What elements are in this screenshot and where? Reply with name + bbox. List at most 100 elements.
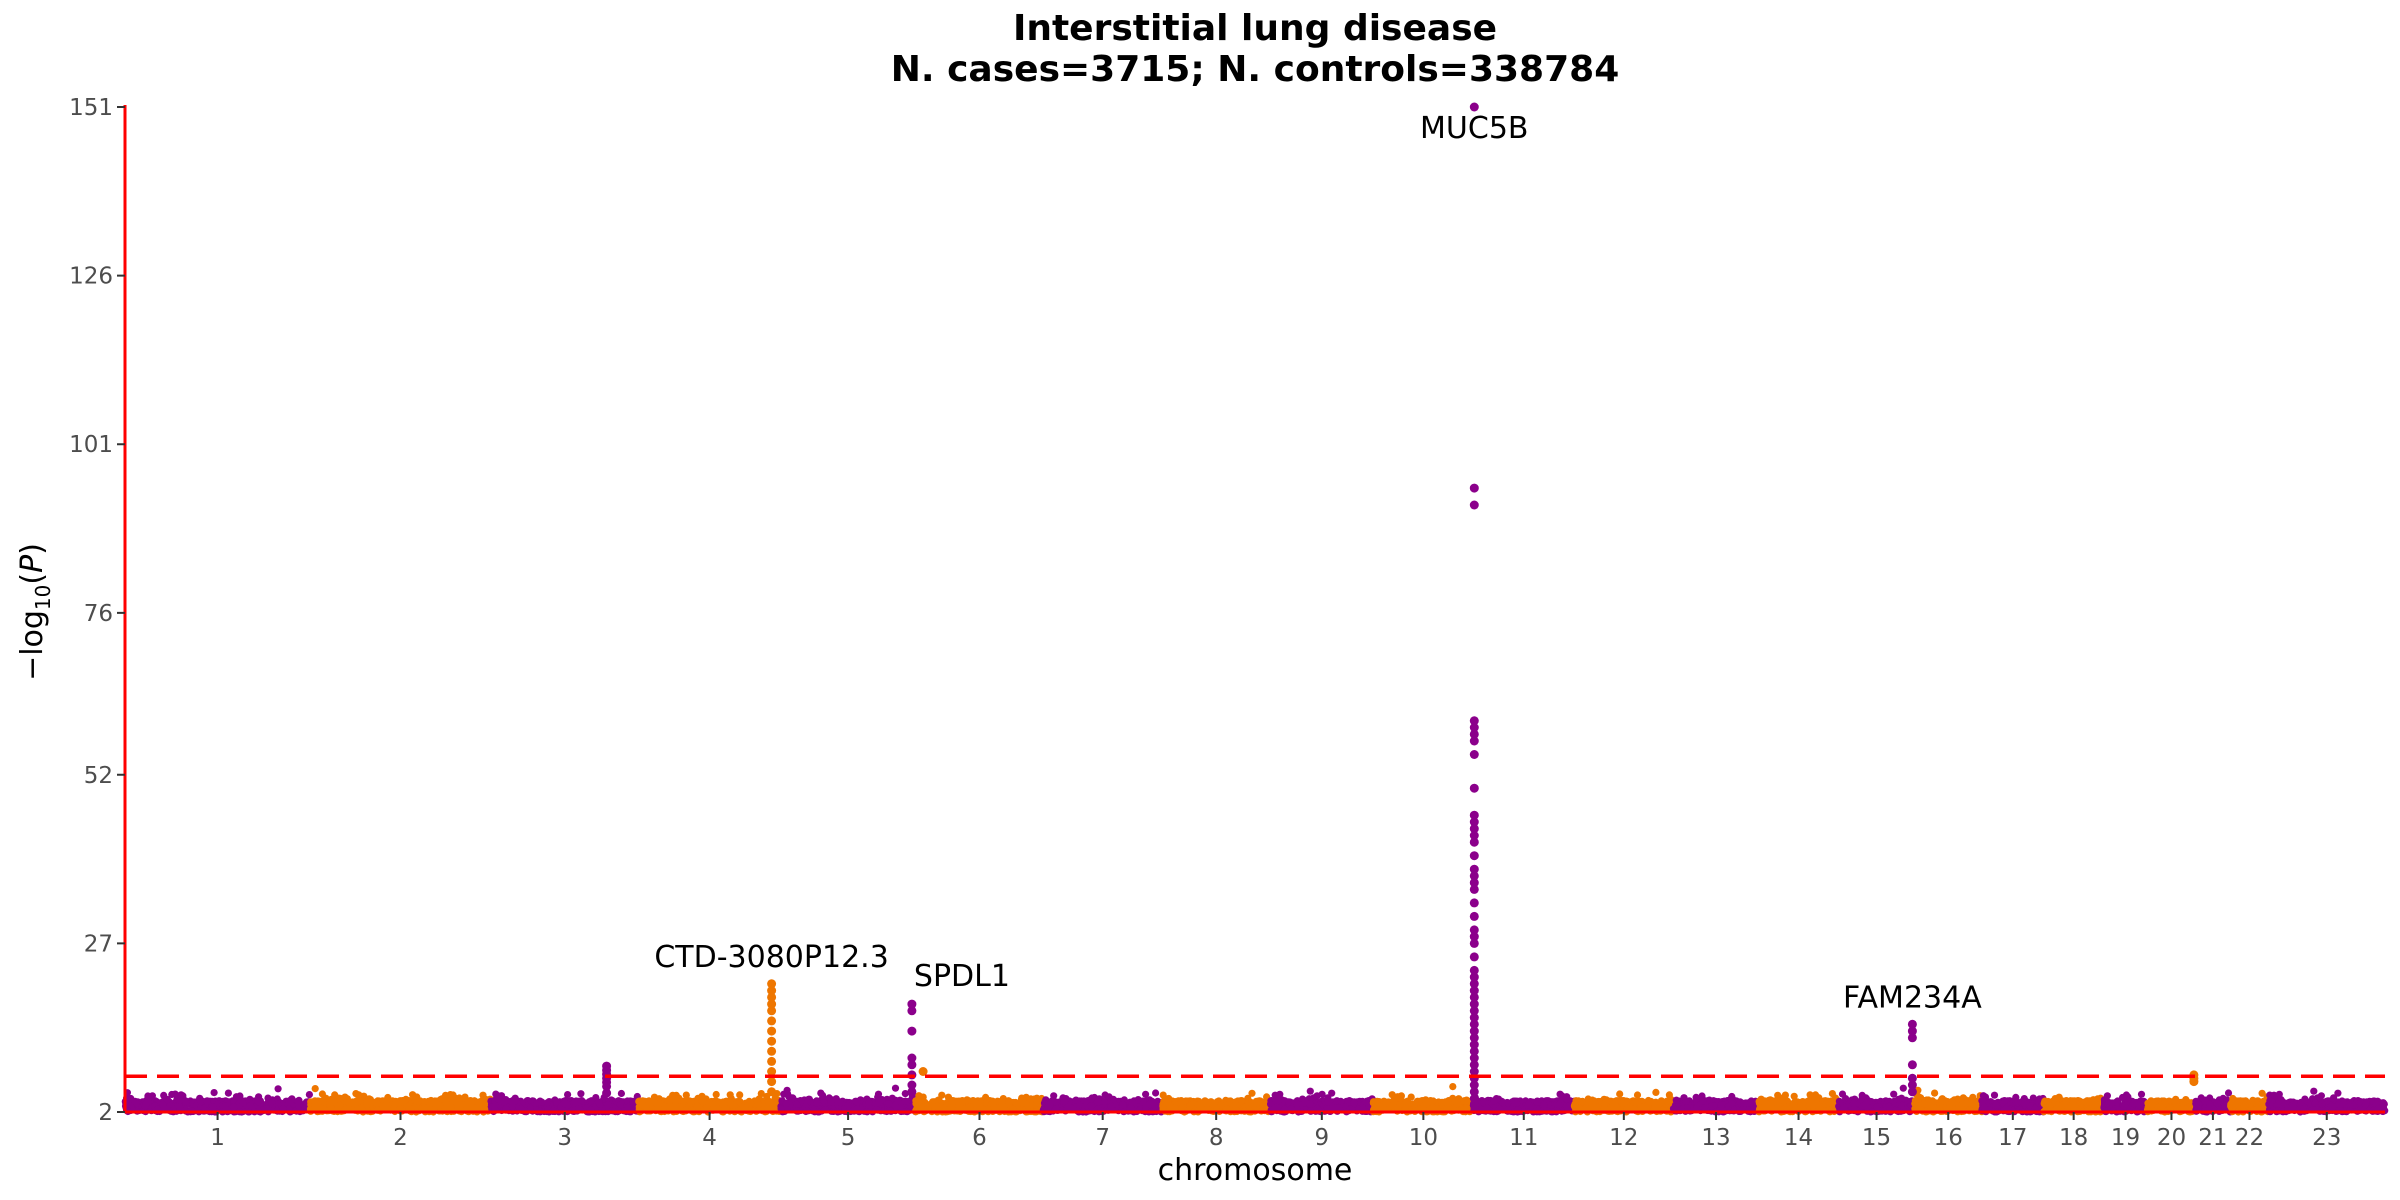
snp-point	[1088, 1094, 1096, 1102]
snp-point	[587, 1097, 596, 1105]
snp-point	[285, 1098, 293, 1106]
snp-point	[257, 1098, 265, 1107]
snp-point	[595, 1098, 603, 1106]
snp-point	[714, 1104, 722, 1112]
snp-point	[341, 1093, 349, 1101]
snp-point	[363, 1099, 371, 1107]
snp-point	[1005, 1097, 1013, 1106]
snp-point	[1452, 1098, 1460, 1106]
snp-point	[560, 1099, 568, 1107]
snp-point	[782, 1099, 790, 1107]
snp-point	[577, 1090, 585, 1098]
snp-point	[1633, 1091, 1642, 1099]
snp-point	[915, 1100, 923, 1108]
snp-point	[1333, 1097, 1341, 1105]
snp-point	[1231, 1100, 1240, 1108]
snp-point	[415, 1098, 423, 1106]
snp-point	[1424, 1098, 1432, 1106]
snp-point	[705, 1099, 713, 1107]
snp-point	[239, 1099, 247, 1107]
snp-point	[1490, 1097, 1498, 1105]
snp-point	[144, 1092, 152, 1100]
snp-point	[1119, 1101, 1127, 1109]
snp-point	[224, 1089, 232, 1097]
snp-point	[1159, 1091, 1167, 1099]
snp-point	[1555, 1101, 1563, 1109]
snp-point	[420, 1104, 428, 1112]
snp-point	[757, 1090, 765, 1098]
snp-point	[817, 1089, 825, 1097]
snp-point	[463, 1103, 471, 1111]
snp-point	[230, 1103, 238, 1111]
snp-point	[793, 1100, 801, 1108]
snp-point	[357, 1104, 365, 1112]
snp-point	[1533, 1098, 1541, 1106]
snp-point	[1217, 1101, 1225, 1109]
snp-point	[543, 1099, 551, 1107]
snp-point	[1171, 1104, 1179, 1112]
snp-point	[311, 1085, 319, 1093]
snp-point	[318, 1090, 326, 1098]
snp-point	[295, 1097, 303, 1106]
snp-point	[336, 1101, 344, 1109]
snp-point	[1324, 1098, 1332, 1106]
snp-point	[901, 1097, 910, 1105]
chart-title: Interstitial lung disease	[1013, 8, 1497, 49]
snp-point	[901, 1090, 909, 1098]
snp-point	[1044, 1103, 1052, 1111]
snp-point	[1250, 1100, 1258, 1108]
snp-point	[391, 1100, 399, 1108]
snp-point	[176, 1097, 184, 1105]
snp-point	[948, 1102, 957, 1111]
snp-point	[844, 1101, 853, 1110]
snp-point	[171, 1090, 179, 1098]
snp-point	[163, 1095, 172, 1104]
snp-point	[785, 1093, 793, 1101]
snp-point	[640, 1102, 648, 1110]
snp-point	[837, 1098, 845, 1107]
snp-point	[1072, 1096, 1080, 1104]
snp-point	[177, 1091, 185, 1099]
snp-point	[1276, 1090, 1284, 1098]
snp-point	[578, 1097, 586, 1105]
snp-point	[1293, 1100, 1301, 1108]
snp-point	[476, 1099, 484, 1107]
snp-point	[1186, 1101, 1195, 1110]
snp-point	[1563, 1095, 1571, 1103]
snp-point	[1449, 1083, 1457, 1091]
chromosome-4-points	[635, 1090, 784, 1116]
snp-point	[666, 1097, 674, 1105]
snp-point	[159, 1100, 167, 1108]
snp-point	[679, 1097, 687, 1105]
snp-point	[955, 1102, 963, 1110]
snp-point	[1274, 1097, 1282, 1105]
snp-point	[1033, 1094, 1041, 1102]
snp-point	[432, 1102, 440, 1110]
snp-point	[763, 1103, 771, 1111]
snp-point	[399, 1098, 408, 1106]
snp-point	[1027, 1095, 1035, 1103]
snp-point	[671, 1101, 680, 1109]
snp-point	[352, 1090, 360, 1098]
snp-point	[1589, 1098, 1597, 1106]
snp-point	[736, 1091, 744, 1099]
snp-point	[221, 1102, 229, 1110]
data-points	[121, 102, 2389, 1116]
snp-point	[1146, 1100, 1154, 1108]
snp-point	[891, 1084, 900, 1092]
snp-point	[274, 1085, 282, 1093]
snp-point	[454, 1104, 463, 1112]
snp-point	[669, 1091, 677, 1099]
snp-point	[196, 1098, 205, 1106]
snp-point	[1064, 1103, 1072, 1111]
snp-point	[1107, 1102, 1115, 1110]
snp-point	[1438, 1098, 1446, 1106]
snp-point	[764, 1097, 773, 1105]
snp-point	[813, 1099, 821, 1107]
snp-point	[1248, 1089, 1256, 1097]
snp-point	[686, 1097, 694, 1106]
snp-point	[305, 1091, 313, 1099]
snp-point	[885, 1100, 893, 1108]
snp-point	[1052, 1098, 1060, 1106]
snp-point	[693, 1103, 702, 1111]
